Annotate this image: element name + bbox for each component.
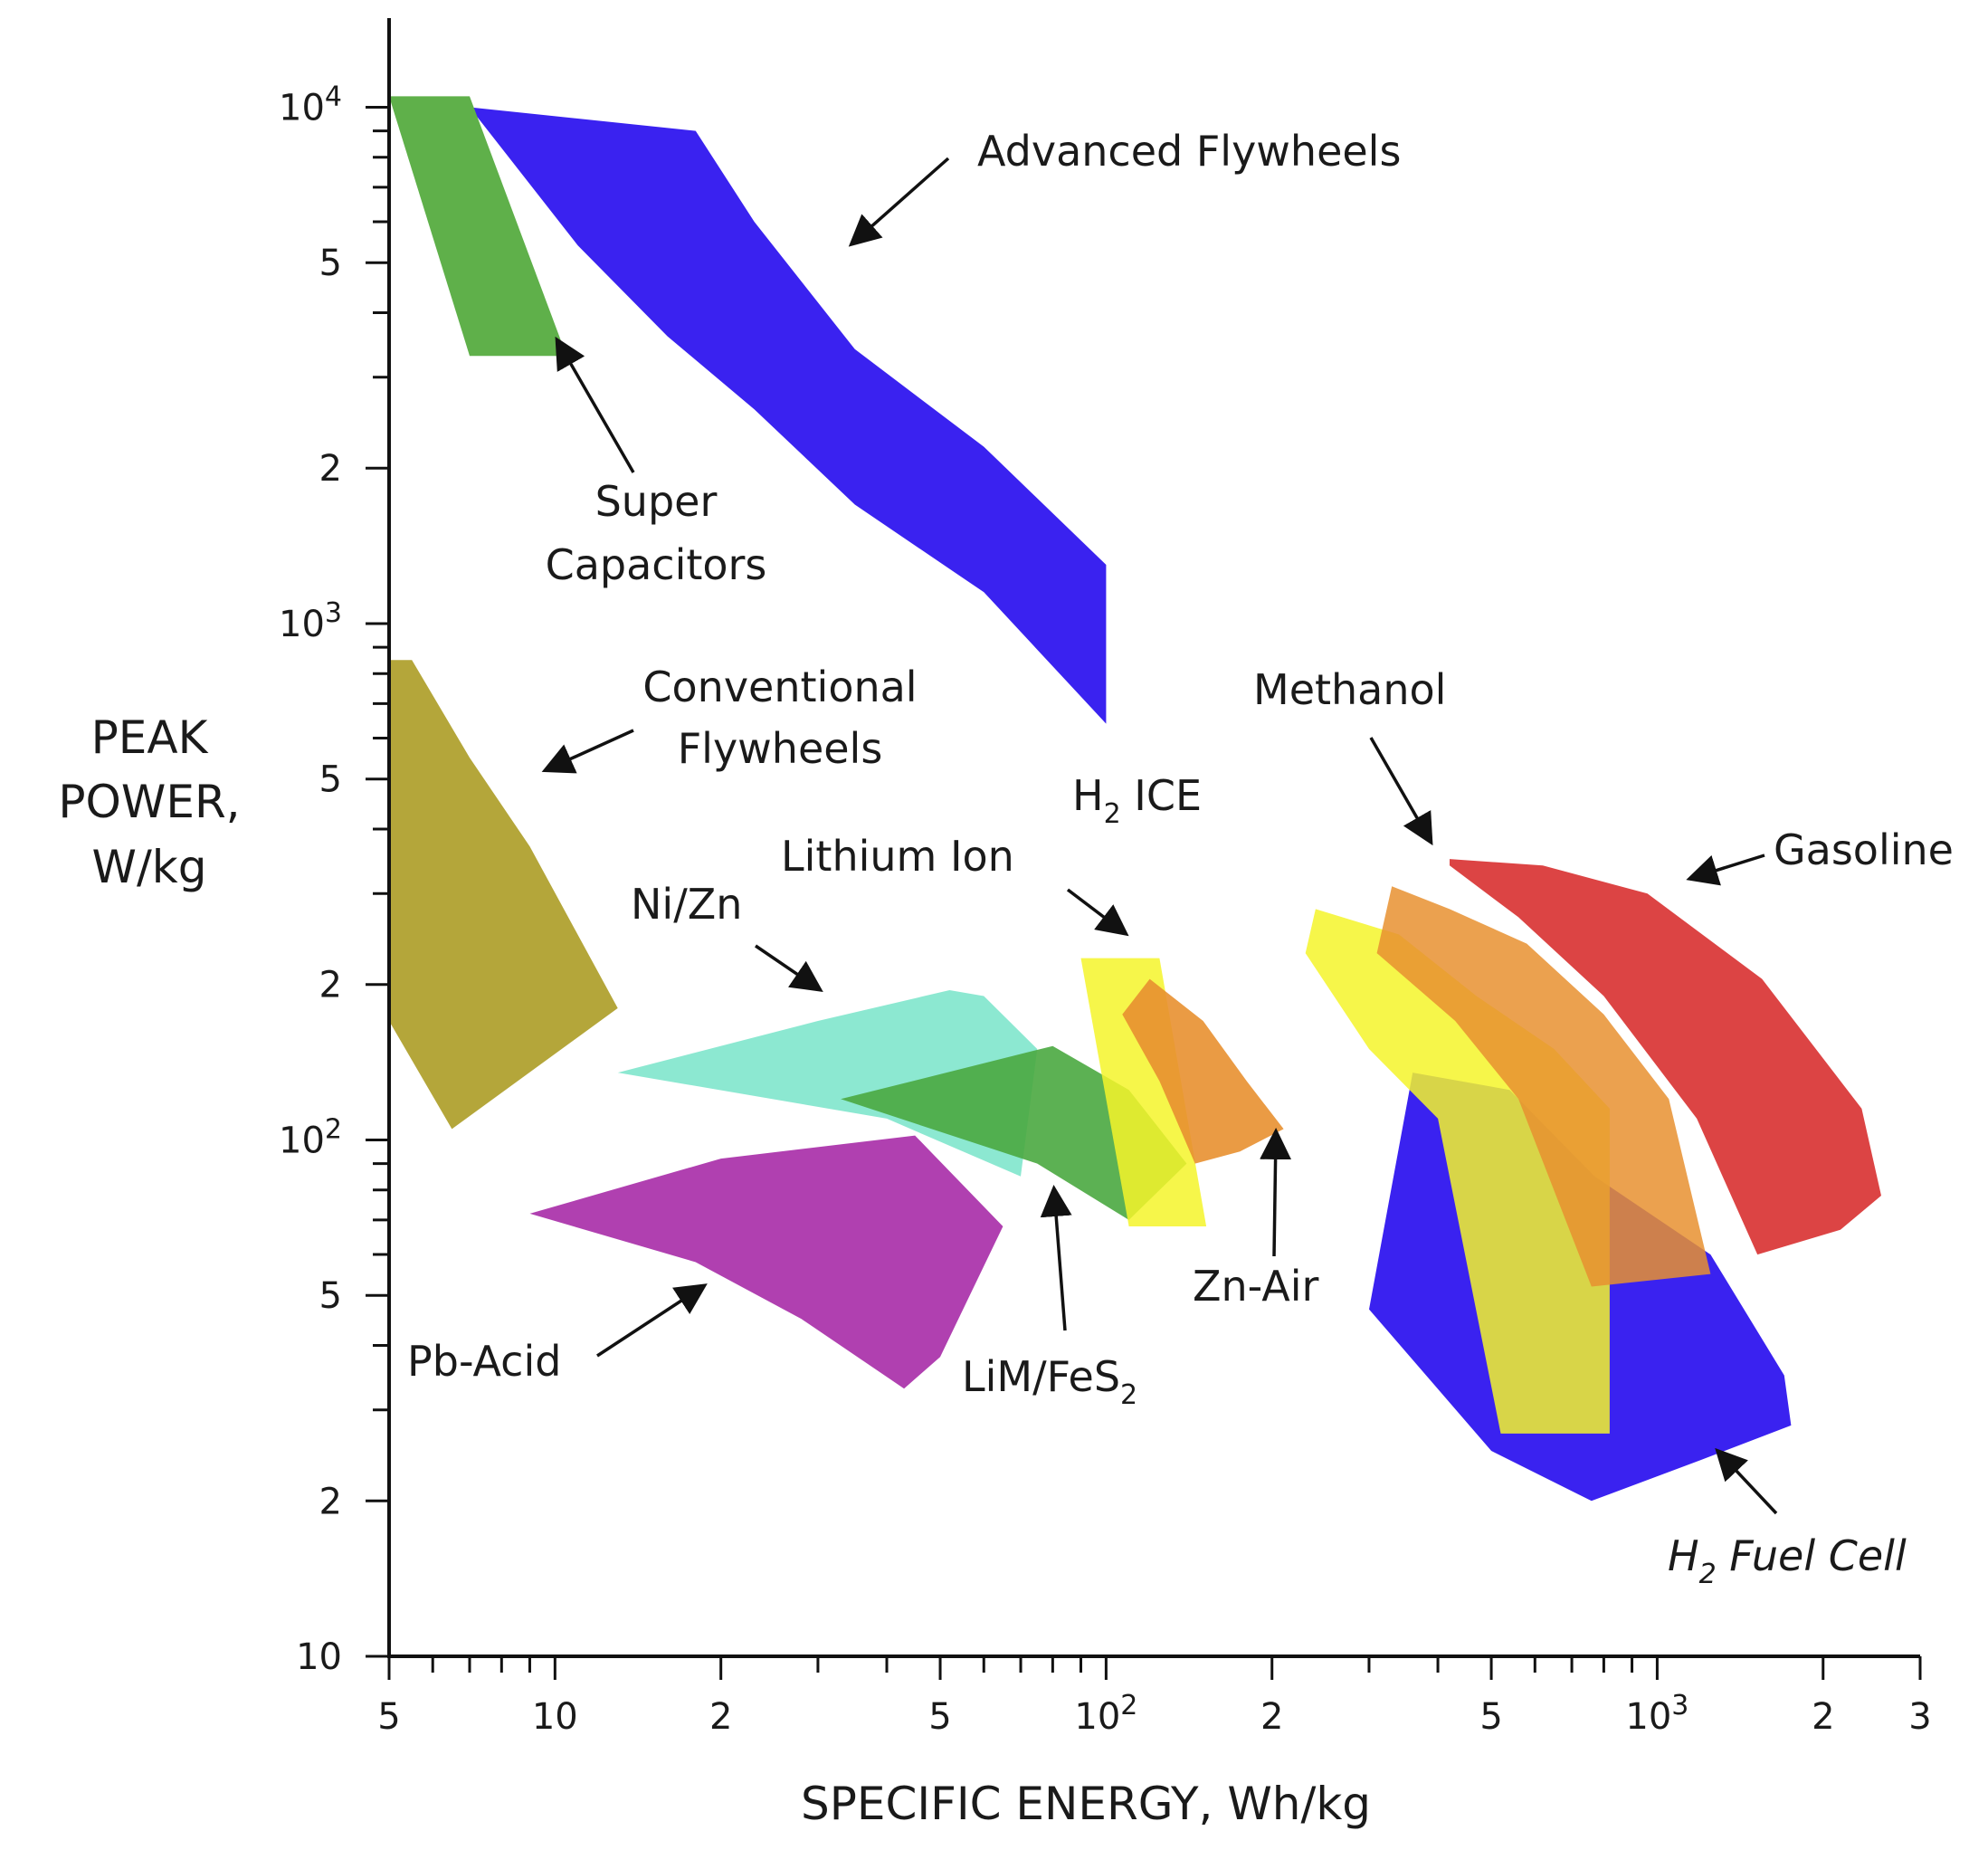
x-tick-label: 10 (532, 1696, 578, 1738)
region-methanol (1376, 886, 1711, 1287)
label-h2-ice: H2 ICE (1072, 771, 1202, 830)
x-tick-label: 5 (377, 1696, 400, 1738)
region-ni-zn (617, 990, 1038, 1177)
arrow-pb-acid (596, 1283, 708, 1358)
y-tick-label: 5 (319, 243, 342, 284)
y-axis-title-line-3: W/kg (92, 841, 207, 893)
x-tick-labels: 5 10 2 5 102 2 5 103 2 3 (377, 1690, 1931, 1738)
x-tick-label: 3 (1908, 1696, 1931, 1738)
arrow-gasoline (1686, 853, 1765, 886)
arrow-zn-air (1260, 1128, 1292, 1257)
arrow-lim-fes2 (1040, 1185, 1072, 1331)
y-tick-label: 104 (279, 81, 342, 129)
y-tick-label: 5 (319, 1275, 342, 1317)
y-axis-title-line-2: POWER, (58, 776, 240, 828)
label-super-capacitors-line-2: Capacitors (546, 540, 767, 589)
label-super-capacitors-line-1: Super (595, 477, 718, 526)
region-lithium-ion (1080, 958, 1207, 1226)
x-tick-label: 2 (709, 1696, 732, 1738)
region-pb-acid (529, 1135, 1004, 1389)
arrow-super-capacitors (555, 336, 635, 473)
x-tick-label: 2 (1260, 1696, 1283, 1738)
y-tick-label: 2 (319, 448, 342, 490)
y-tick-label: 10 (296, 1636, 342, 1678)
y-tick-label: 102 (279, 1114, 342, 1162)
label-conventional-flywheels-line-2: Flywheels (678, 724, 883, 773)
label-methanol: Methanol (1253, 665, 1446, 714)
arrow-ni-zn (755, 944, 823, 992)
arrow-h2-fuel-cell (1715, 1447, 1778, 1515)
x-tick-label: 5 (1479, 1696, 1502, 1738)
arrow-methanol (1369, 737, 1433, 846)
arrow-conventional-flywheels (541, 729, 634, 774)
y-tick-label: 2 (319, 1481, 342, 1522)
y-tick-label: 103 (279, 597, 342, 645)
y-tick-label: 2 (319, 965, 342, 1006)
label-conventional-flywheels-line-1: Conventional (642, 663, 917, 711)
region-conventional-flywheels (389, 660, 618, 1130)
x-tick-label: 2 (1812, 1696, 1834, 1738)
y-axis-title: PEAK POWER, W/kg (58, 711, 240, 893)
label-ni-zn: Ni/Zn (631, 880, 742, 929)
region-gasoline (1450, 859, 1881, 1255)
label-pb-acid: Pb-Acid (407, 1337, 561, 1386)
axes (366, 18, 1922, 1680)
region-super-capacitors (389, 96, 567, 357)
x-tick-label: 5 (928, 1696, 951, 1738)
region-zn-air (1122, 978, 1284, 1164)
arrow-lithium-ion (1066, 888, 1129, 937)
y-axis-title-line-1: PEAK (91, 711, 209, 764)
x-tick-label: 103 (1625, 1690, 1688, 1738)
label-zn-air: Zn-Air (1193, 1262, 1319, 1311)
x-axis-title: SPECIFIC ENERGY, Wh/kg (801, 1778, 1371, 1830)
annotations: Advanced Flywheels Super Capacitors Conv… (407, 127, 1954, 1590)
arrow-advanced-flywheels (848, 157, 950, 247)
label-lim-fes2: LiM/FeS2 (962, 1352, 1137, 1411)
x-minor-ticks (387, 1656, 1922, 1680)
x-tick-label: 102 (1074, 1690, 1137, 1738)
label-gasoline: Gasoline (1774, 825, 1954, 874)
region-advanced-flywheels (470, 107, 1107, 724)
label-h2-fuel-cell: H2 Fuel Cell (1668, 1531, 1907, 1590)
label-advanced-flywheels: Advanced Flywheels (977, 127, 1401, 176)
region-lim-fes2 (841, 1045, 1187, 1220)
regions-layer (389, 96, 1881, 1502)
y-minor-ticks (366, 105, 389, 1658)
label-lithium-ion: Lithium Ion (781, 832, 1014, 881)
y-tick-label: 5 (319, 759, 342, 801)
y-tick-labels: 10 2 5 102 2 5 103 2 5 104 (279, 81, 342, 1679)
